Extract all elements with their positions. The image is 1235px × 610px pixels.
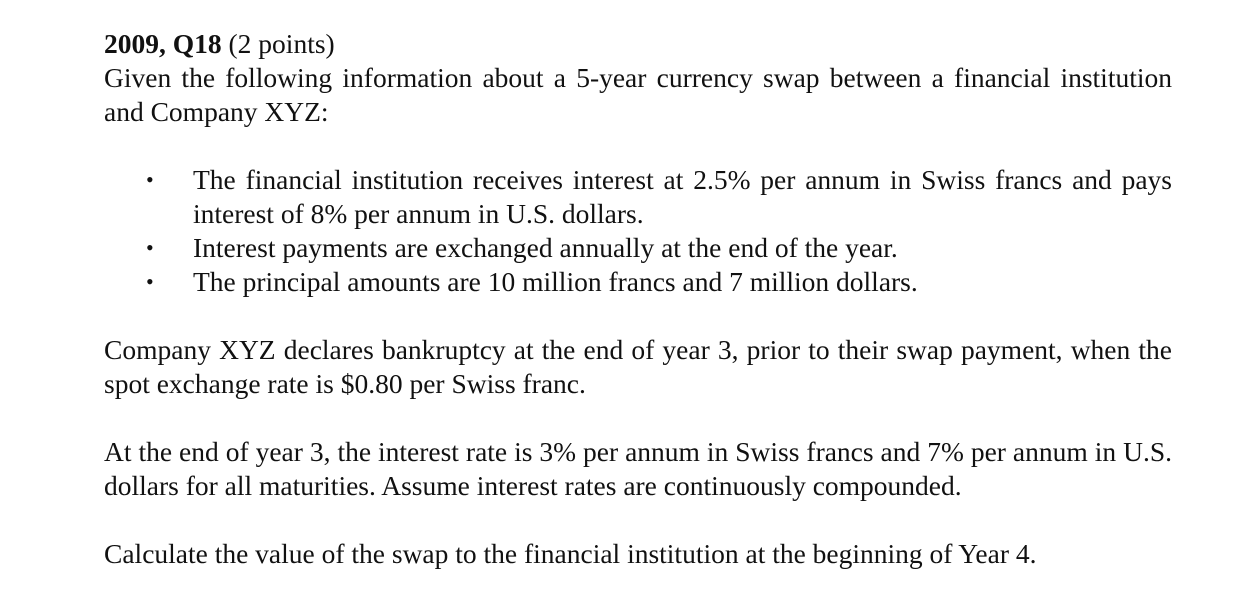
question-header: 2009, Q18	[104, 28, 222, 59]
bullet-text: The principal amounts are 10 million fra…	[193, 266, 918, 297]
rates-paragraph: At the end of year 3, the interest rate …	[104, 436, 1172, 501]
question-document: 2009, Q18 (2 points) Given the following…	[104, 27, 1172, 571]
bullet-text: Interest payments are exchanged annually…	[193, 232, 898, 263]
intro-paragraph: Given the following information about a …	[104, 62, 1172, 127]
bullet-icon: •	[146, 167, 154, 192]
bullet-list: • The financial institution receives int…	[104, 163, 1172, 299]
bullet-icon: •	[146, 269, 154, 294]
question-points: (2 points)	[228, 28, 335, 59]
bullet-item: • The principal amounts are 10 million f…	[104, 265, 1172, 299]
task-paragraph: Calculate the value of the swap to the f…	[104, 538, 1037, 569]
bullet-item: • The financial institution receives int…	[104, 163, 1172, 231]
bullet-item: • Interest payments are exchanged annual…	[104, 231, 1172, 265]
bullet-text: The financial institution receives inter…	[193, 164, 1172, 229]
bullet-icon: •	[146, 235, 154, 260]
bankruptcy-paragraph: Company XYZ declares bankruptcy at the e…	[104, 334, 1172, 399]
question-title: 2009, Q18 (2 points)	[104, 27, 1172, 61]
